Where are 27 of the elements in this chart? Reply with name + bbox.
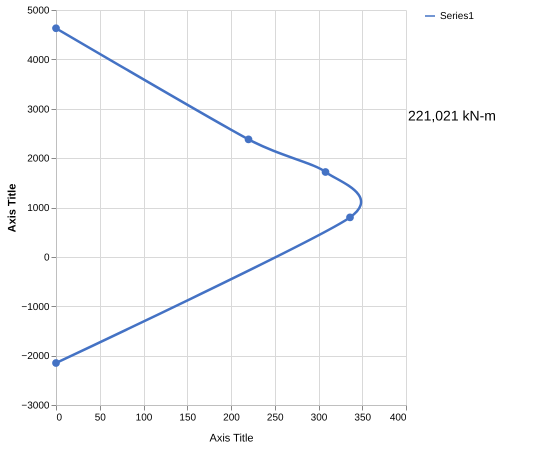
point (322, 168, 330, 176)
y-tick-label: 1000 (27, 203, 50, 214)
x-tick-label: 200 (223, 412, 240, 424)
point (52, 359, 60, 367)
x-tick-label: 300 (310, 412, 328, 424)
x-tick-label: 400 (390, 412, 407, 424)
y-tick-label: 5000 (27, 6, 50, 16)
y-tick-label: −1000 (21, 302, 50, 313)
point (346, 214, 354, 222)
point (244, 135, 252, 144)
x-axis-title: Axis Title (209, 432, 254, 444)
x-tick-label: 150 (179, 412, 197, 424)
y-tick-label: 3000 (27, 104, 50, 116)
y-tick-label: 0 (44, 252, 50, 264)
x-tick-label: 50 (94, 412, 106, 424)
text: 221,021 kN-m (408, 108, 496, 124)
y-tick-label: −3000 (21, 400, 50, 412)
x-tick-label: 350 (354, 412, 372, 424)
y-tick-label: 4000 (27, 54, 50, 66)
x-tick-label: 250 (266, 412, 284, 424)
y-axis-title: Axis Title (6, 184, 18, 232)
legend-label: Series1 (440, 11, 474, 22)
x-tick-label: 0 (56, 412, 62, 424)
y-tick-label: −2000 (21, 351, 50, 362)
x-tick-label: 100 (136, 412, 153, 424)
point (52, 24, 60, 32)
y-tick-label: 2000 (27, 154, 50, 165)
